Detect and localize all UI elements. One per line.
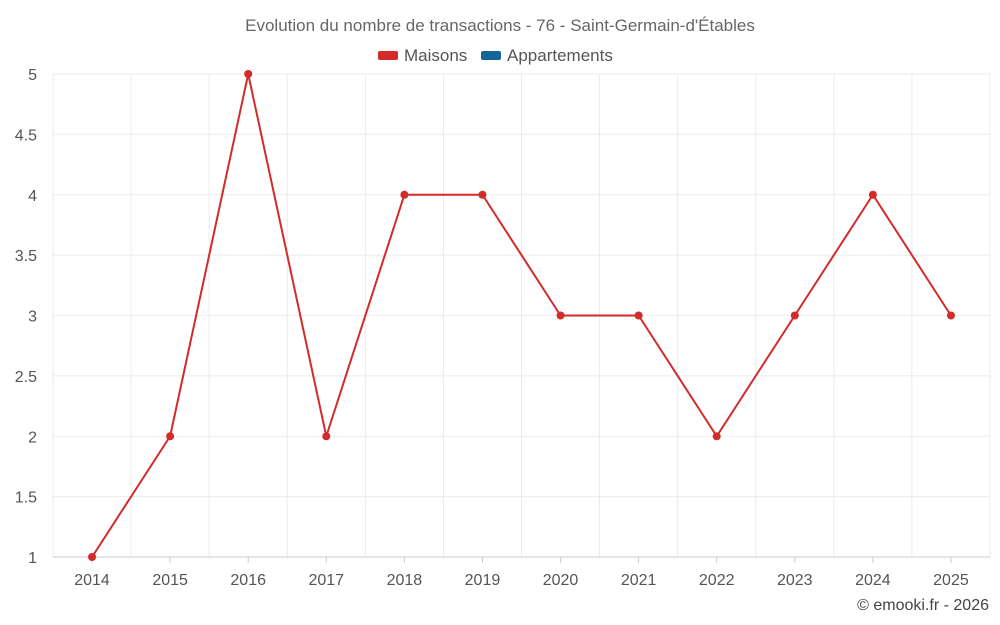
data-point[interactable] — [322, 432, 331, 441]
x-tick-label: 2017 — [308, 572, 344, 589]
data-point[interactable] — [88, 553, 97, 561]
y-tick-label: 2.5 — [15, 369, 37, 386]
y-tick-label: 2 — [28, 429, 37, 446]
x-tick-label: 2024 — [855, 572, 891, 589]
axes: 1 1.5 2 2.5 3 3.5 4 4.5 5 2014 2015 2016 2017 2018 201… — [15, 67, 990, 589]
x-tick-label: 2018 — [387, 572, 423, 589]
legend-label-appartements[interactable]: Appartements — [507, 46, 613, 65]
legend: Maisons Appartements — [378, 46, 613, 65]
data-point[interactable] — [946, 311, 955, 320]
data-point[interactable] — [712, 432, 721, 441]
data-point[interactable] — [400, 190, 409, 199]
y-tick-label: 4 — [28, 188, 37, 205]
x-tick-label: 2021 — [621, 572, 657, 589]
series — [88, 70, 955, 561]
data-point[interactable] — [244, 70, 253, 78]
x-tick-label: 2022 — [699, 572, 735, 589]
y-tick-label: 3.5 — [15, 248, 37, 265]
y-tick-label: 3 — [28, 309, 37, 326]
x-tick-label: 2016 — [230, 572, 266, 589]
y-tick-label: 4.5 — [15, 127, 37, 144]
data-point[interactable] — [868, 190, 877, 199]
credit-text: © emooki.fr - 2026 — [857, 597, 989, 614]
y-tick-label: 1.5 — [15, 490, 37, 507]
legend-swatch-maisons — [378, 51, 398, 60]
data-point[interactable] — [634, 311, 643, 320]
legend-swatch-appartements — [481, 51, 501, 60]
grid — [52, 73, 991, 558]
x-tick-label: 2020 — [543, 572, 579, 589]
chart-title: Evolution du nombre de transactions - 76… — [245, 16, 755, 35]
data-point[interactable] — [556, 311, 565, 320]
x-tick-label: 2015 — [152, 572, 188, 589]
y-tick-label: 5 — [28, 67, 37, 84]
legend-label-maisons[interactable]: Maisons — [404, 46, 467, 65]
data-point[interactable] — [166, 432, 175, 441]
x-tick-label: 2023 — [777, 572, 813, 589]
y-tick-label: 1 — [28, 550, 37, 567]
data-point[interactable] — [790, 311, 799, 320]
data-point[interactable] — [478, 190, 487, 199]
series-line-maisons — [91, 73, 952, 558]
x-tick-label: 2014 — [74, 572, 110, 589]
x-tick-label: 2019 — [465, 572, 501, 589]
x-tick-label: 2025 — [933, 572, 969, 589]
